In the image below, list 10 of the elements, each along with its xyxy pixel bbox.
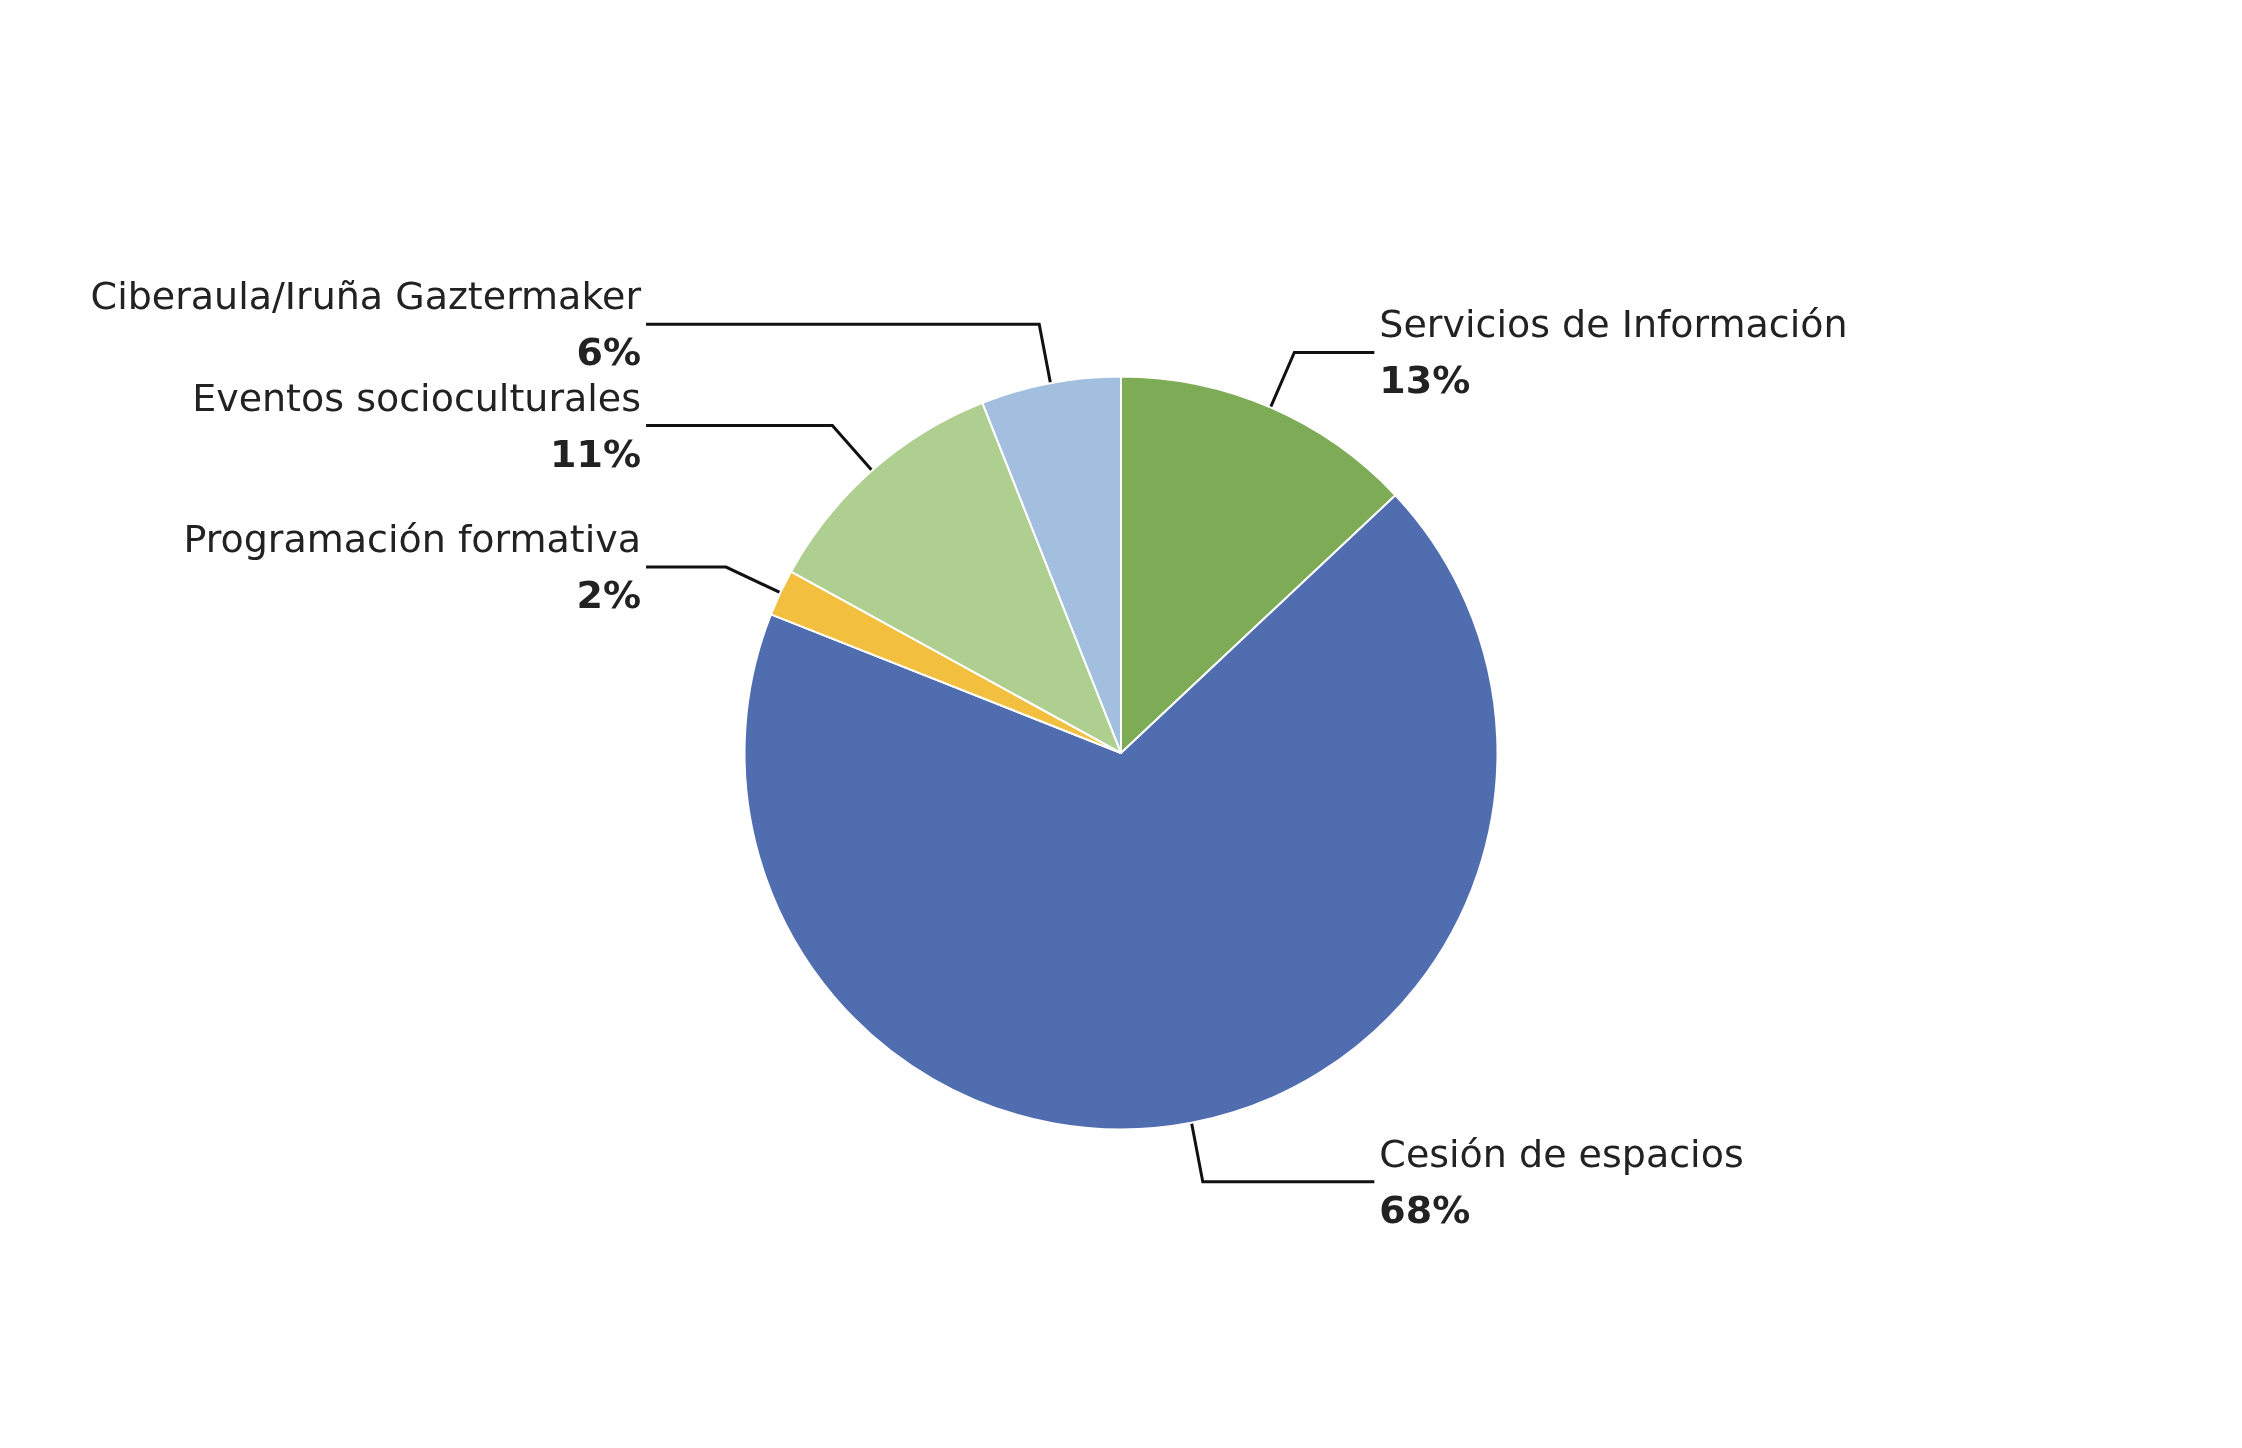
data-label: 11% — [550, 431, 642, 476]
slice-label: Cesión de espacios — [1379, 1131, 1744, 1176]
data-label: 2% — [576, 573, 642, 618]
data-label: 68% — [1379, 1187, 1471, 1232]
slice-label: Programación formativa — [183, 517, 642, 562]
slice-label: Eventos socioculturales — [192, 375, 642, 420]
slice-label: Servicios de Información — [1379, 302, 1848, 347]
data-label: 6% — [576, 330, 642, 375]
slice-label: Ciberaula/Iruña Gaztermaker — [90, 274, 642, 319]
data-label: 13% — [1379, 358, 1471, 403]
